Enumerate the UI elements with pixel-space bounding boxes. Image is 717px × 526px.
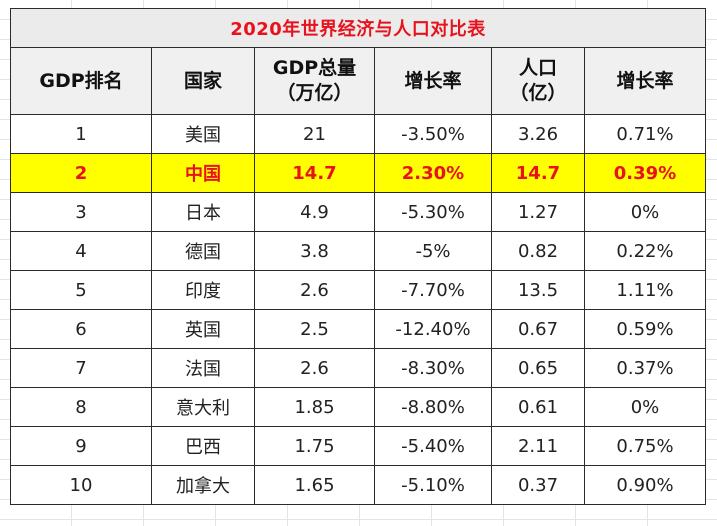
population-growth-cell[interactable]: 0.71%	[583, 114, 707, 154]
country-cell[interactable]: 意大利	[151, 387, 255, 427]
header-population-growth[interactable]: 增长率	[583, 47, 707, 115]
header-country[interactable]: 国家	[151, 47, 255, 115]
country-cell[interactable]: 加拿大	[151, 465, 255, 505]
rank-cell[interactable]: 1	[10, 114, 152, 154]
gdp-growth-cell[interactable]: -5.40%	[374, 426, 492, 466]
population-growth-cell[interactable]: 0.59%	[583, 309, 707, 349]
rank-cell[interactable]: 5	[10, 270, 152, 310]
header-gdp-rank[interactable]: GDP排名	[10, 47, 152, 115]
gdp-total-cell[interactable]: 2.5	[254, 309, 375, 349]
country-cell[interactable]: 日本	[151, 192, 255, 232]
gdp-growth-cell[interactable]: 2.30%	[374, 153, 492, 193]
population-growth-cell[interactable]: 1.11%	[583, 270, 707, 310]
country-cell[interactable]: 德国	[151, 231, 255, 271]
table-row: 8 意大利 1.85 -8.80% 0.61 0%	[10, 387, 707, 427]
gdp-total-cell[interactable]: 1.85	[254, 387, 375, 427]
rank-cell[interactable]: 7	[10, 348, 152, 388]
population-growth-cell[interactable]: 0.22%	[583, 231, 707, 271]
table-title[interactable]: 2020年世界经济与人口对比表	[9, 8, 707, 48]
table-row-highlighted: 2 中国 14.7 2.30% 14.7 0.39%	[10, 153, 707, 193]
table-row: 4 德国 3.8 -5% 0.82 0.22%	[10, 231, 707, 271]
population-cell[interactable]: 14.7	[491, 153, 585, 193]
economy-population-table: 2020年世界经济与人口对比表 GDP排名 国家 GDP总量 （万亿） 增长率 …	[9, 8, 707, 505]
country-cell[interactable]: 美国	[151, 114, 255, 154]
rank-cell[interactable]: 2	[10, 153, 152, 193]
gdp-growth-cell[interactable]: -5.10%	[374, 465, 492, 505]
gdp-total-cell[interactable]: 2.6	[254, 348, 375, 388]
population-growth-cell[interactable]: 0.90%	[583, 465, 707, 505]
gdp-total-cell[interactable]: 4.9	[254, 192, 375, 232]
gdp-growth-cell[interactable]: -12.40%	[374, 309, 492, 349]
table-row: 9 巴西 1.75 -5.40% 2.11 0.75%	[10, 426, 707, 466]
population-growth-cell[interactable]: 0.75%	[583, 426, 707, 466]
gdp-growth-cell[interactable]: -3.50%	[374, 114, 492, 154]
rank-cell[interactable]: 3	[10, 192, 152, 232]
table-body: 1 美国 21 -3.50% 3.26 0.71% 2 中国 14.7 2.30% 14.7 0.39…	[10, 114, 707, 505]
gdp-growth-cell[interactable]: -7.70%	[374, 270, 492, 310]
population-growth-cell[interactable]: 0.39%	[583, 153, 707, 193]
population-cell[interactable]: 0.82	[491, 231, 585, 271]
country-cell[interactable]: 中国	[151, 153, 255, 193]
rank-cell[interactable]: 9	[10, 426, 152, 466]
gdp-growth-cell[interactable]: -8.30%	[374, 348, 492, 388]
country-cell[interactable]: 英国	[151, 309, 255, 349]
gdp-growth-cell[interactable]: -5%	[374, 231, 492, 271]
country-cell[interactable]: 法国	[151, 348, 255, 388]
population-growth-cell[interactable]: 0%	[583, 192, 707, 232]
population-growth-cell[interactable]: 0%	[583, 387, 707, 427]
table-row: 5 印度 2.6 -7.70% 13.5 1.11%	[10, 270, 707, 310]
header-gdp-total[interactable]: GDP总量 （万亿）	[254, 47, 375, 115]
population-cell[interactable]: 3.26	[491, 114, 585, 154]
gdp-total-cell[interactable]: 1.75	[254, 426, 375, 466]
gdp-total-cell[interactable]: 14.7	[254, 153, 375, 193]
table-row: 3 日本 4.9 -5.30% 1.27 0%	[10, 192, 707, 232]
population-cell[interactable]: 0.61	[491, 387, 585, 427]
table-row: 10 加拿大 1.65 -5.10% 0.37 0.90%	[10, 465, 707, 505]
gdp-total-cell[interactable]: 3.8	[254, 231, 375, 271]
header-population[interactable]: 人口 （亿）	[491, 47, 585, 115]
gdp-growth-cell[interactable]: -5.30%	[374, 192, 492, 232]
population-cell[interactable]: 0.67	[491, 309, 585, 349]
population-cell[interactable]: 2.11	[491, 426, 585, 466]
population-cell[interactable]: 1.27	[491, 192, 585, 232]
gdp-total-cell[interactable]: 2.6	[254, 270, 375, 310]
table-row: 7 法国 2.6 -8.30% 0.65 0.37%	[10, 348, 707, 388]
rank-cell[interactable]: 4	[10, 231, 152, 271]
population-cell[interactable]: 0.37	[491, 465, 585, 505]
population-growth-cell[interactable]: 0.37%	[583, 348, 707, 388]
gdp-total-cell[interactable]: 21	[254, 114, 375, 154]
rank-cell[interactable]: 8	[10, 387, 152, 427]
gdp-total-cell[interactable]: 1.65	[254, 465, 375, 505]
country-cell[interactable]: 巴西	[151, 426, 255, 466]
population-cell[interactable]: 0.65	[491, 348, 585, 388]
rank-cell[interactable]: 6	[10, 309, 152, 349]
population-cell[interactable]: 13.5	[491, 270, 585, 310]
gdp-growth-cell[interactable]: -8.80%	[374, 387, 492, 427]
header-gdp-growth[interactable]: 增长率	[374, 47, 492, 115]
table-row: 6 英国 2.5 -12.40% 0.67 0.59%	[10, 309, 707, 349]
country-cell[interactable]: 印度	[151, 270, 255, 310]
table-row: 1 美国 21 -3.50% 3.26 0.71%	[10, 114, 707, 154]
rank-cell[interactable]: 10	[10, 465, 152, 505]
title-row: 2020年世界经济与人口对比表	[9, 8, 707, 48]
header-row: GDP排名 国家 GDP总量 （万亿） 增长率 人口 （亿） 增长率	[10, 47, 707, 115]
